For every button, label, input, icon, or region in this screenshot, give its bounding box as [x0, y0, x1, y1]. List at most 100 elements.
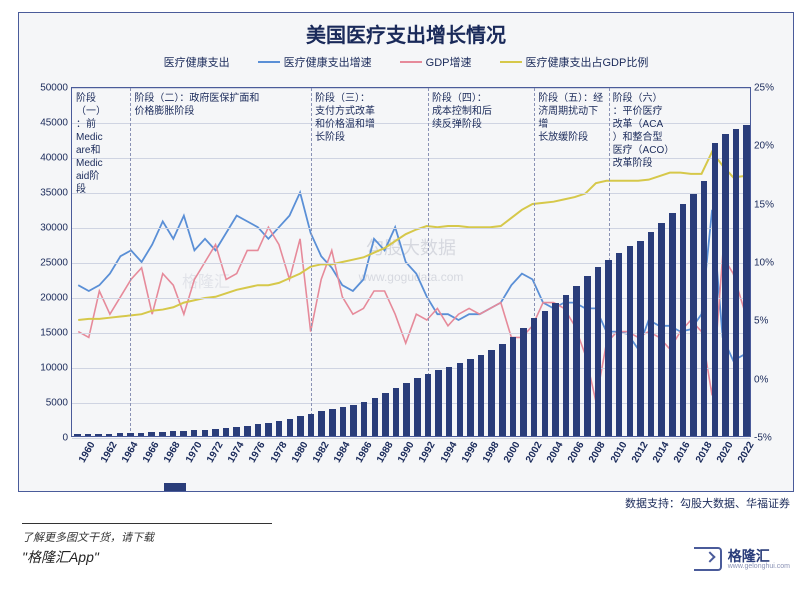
bar [308, 414, 315, 436]
bar [648, 232, 655, 436]
bar [297, 416, 304, 436]
stage-label: 阶段（四）： 成本控制和后 续反弹阶段 [430, 92, 532, 131]
y-left-tick: 50000 [40, 83, 68, 94]
bar [446, 367, 453, 436]
bar [637, 241, 644, 436]
data-source-label: 数据支持：勾股大数据、华福证券 [625, 495, 790, 511]
line-growth_gdp [78, 227, 744, 401]
bar [701, 181, 708, 437]
stage-label: 阶段（三）： 支付方式改革 和价格温和增 长阶段 [313, 92, 426, 144]
y-right-tick: 10% [754, 258, 774, 269]
bar [616, 253, 623, 436]
bar [191, 430, 198, 436]
bar [329, 409, 336, 436]
bar [563, 295, 570, 436]
bar [244, 426, 251, 437]
x-tick: 1996 [460, 440, 481, 465]
y-right-tick: 0% [754, 374, 768, 385]
x-tick: 1980 [290, 440, 311, 465]
bar [127, 433, 134, 436]
x-tick: 1962 [99, 440, 120, 465]
x-tick: 1992 [417, 440, 438, 465]
y-left-tick: 45000 [40, 118, 68, 129]
bar [138, 433, 145, 436]
x-tick: 1978 [269, 440, 290, 465]
bar [106, 434, 113, 436]
x-tick: 1998 [481, 440, 502, 465]
legend-item: 医疗健康支出增速 [258, 54, 372, 70]
bar [159, 432, 166, 436]
bar [435, 370, 442, 436]
bar [117, 433, 124, 436]
x-tick: 2008 [587, 440, 608, 465]
x-tick: 2020 [715, 440, 736, 465]
bar [393, 388, 400, 436]
bar [690, 194, 697, 436]
bar [605, 260, 612, 436]
x-tick: 2010 [609, 440, 630, 465]
chart-title: 美国医疗支出增长情况 [19, 13, 793, 48]
bar [627, 246, 634, 436]
bar [712, 143, 719, 436]
bar [743, 125, 750, 437]
chart-panel: 美国医疗支出增长情况 医疗健康支出医疗健康支出增速GDP增速医疗健康支出占GDP… [18, 12, 794, 492]
bar [276, 421, 283, 436]
x-tick: 1990 [396, 440, 417, 465]
bar [425, 374, 432, 436]
x-tick: 1974 [226, 440, 247, 465]
bar [488, 350, 495, 436]
bar [510, 337, 517, 436]
y-left-tick: 5000 [46, 398, 68, 409]
bar [382, 393, 389, 436]
bar [212, 429, 219, 436]
y-left-tick: 20000 [40, 293, 68, 304]
bar [457, 363, 464, 436]
bar [223, 428, 230, 436]
bar [74, 434, 81, 436]
footer-download-hint: 了解更多图文干货，请下载 [22, 529, 154, 545]
bar [499, 344, 506, 436]
x-tick: 2014 [651, 440, 672, 465]
bar [403, 383, 410, 436]
bar [95, 434, 102, 436]
x-tick: 1994 [439, 440, 460, 465]
bar [170, 431, 177, 436]
y-right-tick: 15% [754, 199, 774, 210]
bar [340, 407, 347, 436]
stage-label: 阶段（五）：经 济周期扰动下增 长放缓阶段 [536, 92, 606, 144]
bar [680, 204, 687, 436]
stage-label: 阶段（二）：政府医保扩面和 价格膨胀阶段 [132, 92, 309, 118]
y-right-tick: 20% [754, 141, 774, 152]
bar [542, 311, 549, 436]
brand-url: www.gelonghui.com [728, 563, 790, 570]
bar [372, 398, 379, 437]
brand-name: 格隆汇 [728, 549, 790, 563]
x-tick: 2000 [502, 440, 523, 465]
x-tick: 1988 [375, 440, 396, 465]
brand-logo: 格隆汇 www.gelonghui.com [694, 547, 790, 571]
y-left-tick: 10000 [40, 363, 68, 374]
x-tick: 1982 [311, 440, 332, 465]
bar [287, 419, 294, 436]
x-tick: 2006 [566, 440, 587, 465]
legend-item: GDP增速 [400, 54, 472, 70]
stage-label: 阶段 （一） ：前 Medic are和 Medic aid阶 段 [74, 92, 123, 196]
bar [573, 286, 580, 437]
bar [595, 267, 602, 436]
x-tick: 2004 [545, 440, 566, 465]
legend: 医疗健康支出医疗健康支出增速GDP增速医疗健康支出占GDP比例 [19, 54, 793, 70]
bar [85, 434, 92, 436]
legend-item: 医疗健康支出 [164, 54, 230, 70]
y-left-tick: 30000 [40, 223, 68, 234]
bar [467, 359, 474, 436]
x-tick: 1986 [354, 440, 375, 465]
bar [255, 424, 262, 436]
x-tick: 1960 [77, 440, 98, 465]
footer-app-name: "格隆汇App" [22, 547, 99, 567]
bar [350, 405, 357, 437]
bar [414, 378, 421, 436]
x-tick: 2002 [524, 440, 545, 465]
x-tick: 1984 [332, 440, 353, 465]
x-tick: 1970 [184, 440, 205, 465]
y-left-tick: 35000 [40, 188, 68, 199]
